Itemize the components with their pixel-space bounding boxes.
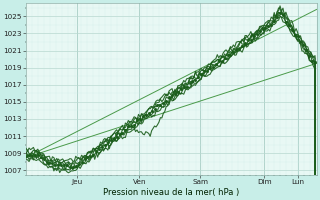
X-axis label: Pression niveau de la mer( hPa ): Pression niveau de la mer( hPa ) xyxy=(103,188,239,197)
